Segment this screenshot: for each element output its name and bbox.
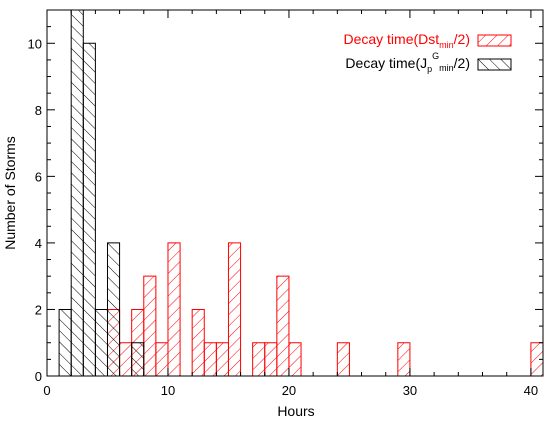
x-tick-label: 0 [43, 383, 50, 398]
bar-dst-18 [264, 342, 278, 376]
legend-swatch-dst [477, 34, 512, 47]
bar-dst-15 [227, 242, 242, 376]
plot-area [58, 9, 544, 377]
bar-dst-24 [336, 342, 350, 376]
bar-dst-9 [155, 342, 169, 376]
x-tick-label: 30 [403, 383, 417, 398]
bar-dst-17 [252, 342, 266, 376]
y-tick-label: 10 [28, 36, 42, 51]
bar-jp-7 [131, 342, 145, 376]
bar-dst-14 [215, 342, 229, 376]
y-tick-label: 2 [35, 302, 42, 317]
x-axis-label: Hours [277, 403, 314, 419]
bar-dst-12 [191, 308, 205, 376]
x-tick-label: 40 [524, 383, 538, 398]
x-tick-label: 10 [161, 383, 175, 398]
legend-label-jp: Decay time(JpGmin/2) [345, 51, 470, 74]
bar-dst-20 [288, 342, 302, 376]
y-axis-label: Number of Storms [2, 136, 18, 250]
y-tick-label: 0 [35, 369, 42, 384]
bar-jp-4 [94, 308, 108, 376]
y-tick-label: 4 [35, 236, 42, 251]
bar-dst-6 [119, 342, 133, 376]
bar-jp-2 [70, 9, 84, 376]
legend-label-dst: Decay time(Dstmin/2) [343, 31, 470, 50]
bar-dst-19 [276, 275, 290, 376]
bar-dst-8 [143, 275, 157, 376]
bar-jp-3 [82, 42, 96, 376]
legend-swatch-jp [477, 58, 512, 71]
y-tick-label: 8 [35, 103, 42, 118]
bar-jp-1 [58, 308, 72, 376]
x-tick-label: 20 [282, 383, 296, 398]
bar-dst-10 [167, 242, 181, 376]
legend: Decay time(Dstmin/2) Decay time(JpGmin/2… [343, 31, 512, 74]
y-tick-label: 6 [35, 169, 42, 184]
bar-dst-13 [203, 342, 217, 376]
axes: 0 10 20 30 40 0 2 4 6 8 10 [28, 9, 544, 398]
bar-dst-29 [397, 342, 411, 376]
bar-jp-5 [106, 242, 121, 376]
